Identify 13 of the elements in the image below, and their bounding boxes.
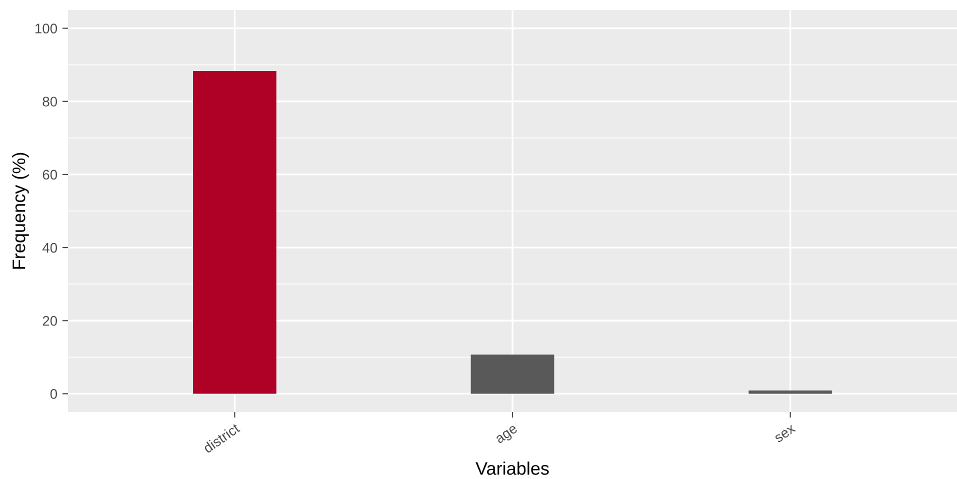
y-axis-title: Frequency (%) — [12, 152, 29, 269]
y-tick-label: 0 — [50, 389, 58, 399]
y-tick-label: 80 — [42, 96, 58, 107]
y-tick-label: 40 — [42, 242, 58, 253]
bar — [470, 354, 554, 394]
y-tick-label: 60 — [42, 170, 58, 180]
bar — [748, 390, 832, 394]
x-tick-label: sex — [774, 424, 796, 443]
y-tick-label: 100 — [35, 24, 58, 34]
x-tick-label: age — [495, 424, 520, 446]
y-tick-label: 20 — [42, 316, 58, 326]
x-axis-title: Variables — [476, 462, 549, 475]
bar — [193, 71, 276, 394]
